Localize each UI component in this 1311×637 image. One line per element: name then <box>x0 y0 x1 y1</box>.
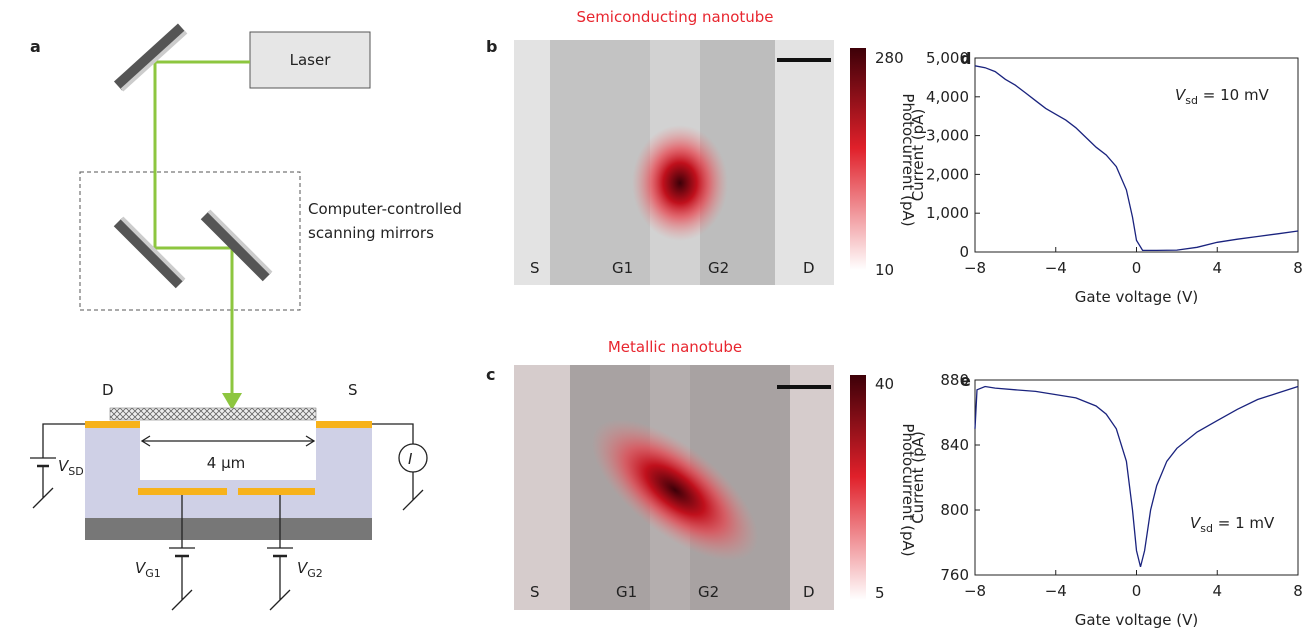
meter-label: I <box>408 450 413 468</box>
subscript: SD <box>68 465 83 478</box>
colorbar-min: 5 <box>875 584 885 602</box>
panel-a: a Laser Computer-controlled scanning mir… <box>30 28 462 610</box>
annotation: Vsd = 10 mV <box>1175 86 1270 107</box>
x-tick-label: 4 <box>1212 259 1222 277</box>
x-tick-label: −4 <box>1045 259 1067 277</box>
electrode-label: G1 <box>616 583 637 601</box>
panel-c: c Metallic nanotube 40 5 Photocurrent (p… <box>486 338 917 610</box>
figure: a Laser Computer-controlled scanning mir… <box>0 0 1311 637</box>
nanotube <box>110 408 316 420</box>
electrode-band <box>550 40 650 285</box>
x-tick-label: −4 <box>1045 582 1067 600</box>
x-tick-label: −8 <box>964 582 986 600</box>
panel-label: a <box>30 37 41 56</box>
vg1-label: VG1 <box>135 559 161 580</box>
gap-label: 4 μm <box>207 454 245 472</box>
mirrors <box>118 28 271 284</box>
colorbar <box>850 48 866 270</box>
electrode-label: S <box>530 583 540 601</box>
x-tick-label: −8 <box>964 259 986 277</box>
y-tick-label: 4,000 <box>926 88 969 106</box>
x-tick-label: 0 <box>1132 259 1142 277</box>
beam <box>155 62 250 395</box>
panel-title: Semiconducting nanotube <box>576 8 773 26</box>
x-axis-label: Gate voltage (V) <box>1075 611 1198 629</box>
y-tick-label: 3,000 <box>926 127 969 145</box>
electrode-label: G1 <box>612 259 633 277</box>
y-tick-label: 800 <box>940 501 969 519</box>
source-electrode <box>316 421 372 428</box>
colorbar-max: 40 <box>875 375 894 393</box>
panel-label: c <box>486 365 495 384</box>
drain-label: D <box>102 381 114 399</box>
beam-arrow <box>222 393 242 410</box>
gate-electrode <box>238 488 315 495</box>
y-axis-label: Current (pA) <box>909 109 927 202</box>
source-label: S <box>348 381 358 399</box>
y-tick-label: 840 <box>940 436 969 454</box>
series-line <box>975 387 1298 567</box>
electrode-label: D <box>803 583 815 601</box>
x-tick-label: 8 <box>1293 582 1303 600</box>
mirror-label: Computer-controlled <box>308 200 462 218</box>
y-tick-label: 5,000 <box>926 49 969 67</box>
substrate <box>85 518 372 540</box>
y-tick-label: 880 <box>940 371 969 389</box>
vsd-label: VSD <box>58 457 84 478</box>
electrode-label: D <box>803 259 815 277</box>
mirror-box <box>80 172 300 310</box>
gate-electrode <box>138 488 227 495</box>
electrode-label: S <box>530 259 540 277</box>
colorbar <box>850 375 866 600</box>
subscript: sd <box>1185 94 1198 107</box>
x-tick-label: 0 <box>1132 582 1142 600</box>
subscript: G1 <box>145 567 161 580</box>
panel-b: b Semiconducting nanotube 280 10 Photocu… <box>486 8 917 285</box>
y-tick-label: 1,000 <box>926 204 969 222</box>
y-tick-label: 2,000 <box>926 165 969 183</box>
annotation-text: = 1 mV <box>1213 514 1275 532</box>
panel-title: Metallic nanotube <box>608 338 742 356</box>
electrode-label: G2 <box>708 259 729 277</box>
colorbar-max: 280 <box>875 49 904 67</box>
mirror-label: scanning mirrors <box>308 224 434 242</box>
panel-label: b <box>486 37 497 56</box>
x-tick-label: 4 <box>1212 582 1222 600</box>
electrode-label: G2 <box>698 583 719 601</box>
x-tick-label: 8 <box>1293 259 1303 277</box>
annotation-text: = 10 mV <box>1198 86 1270 104</box>
photocurrent-spot <box>632 125 728 241</box>
subscript: G2 <box>307 567 323 580</box>
subscript: sd <box>1200 522 1213 535</box>
colorbar-min: 10 <box>875 261 894 279</box>
annotation: Vsd = 1 mV <box>1190 514 1275 535</box>
laser-label: Laser <box>290 51 332 69</box>
vg2-label: VG2 <box>297 559 323 580</box>
drain-electrode <box>85 421 140 428</box>
y-axis-label: Current (pA) <box>909 431 927 524</box>
x-axis-label: Gate voltage (V) <box>1075 288 1198 306</box>
